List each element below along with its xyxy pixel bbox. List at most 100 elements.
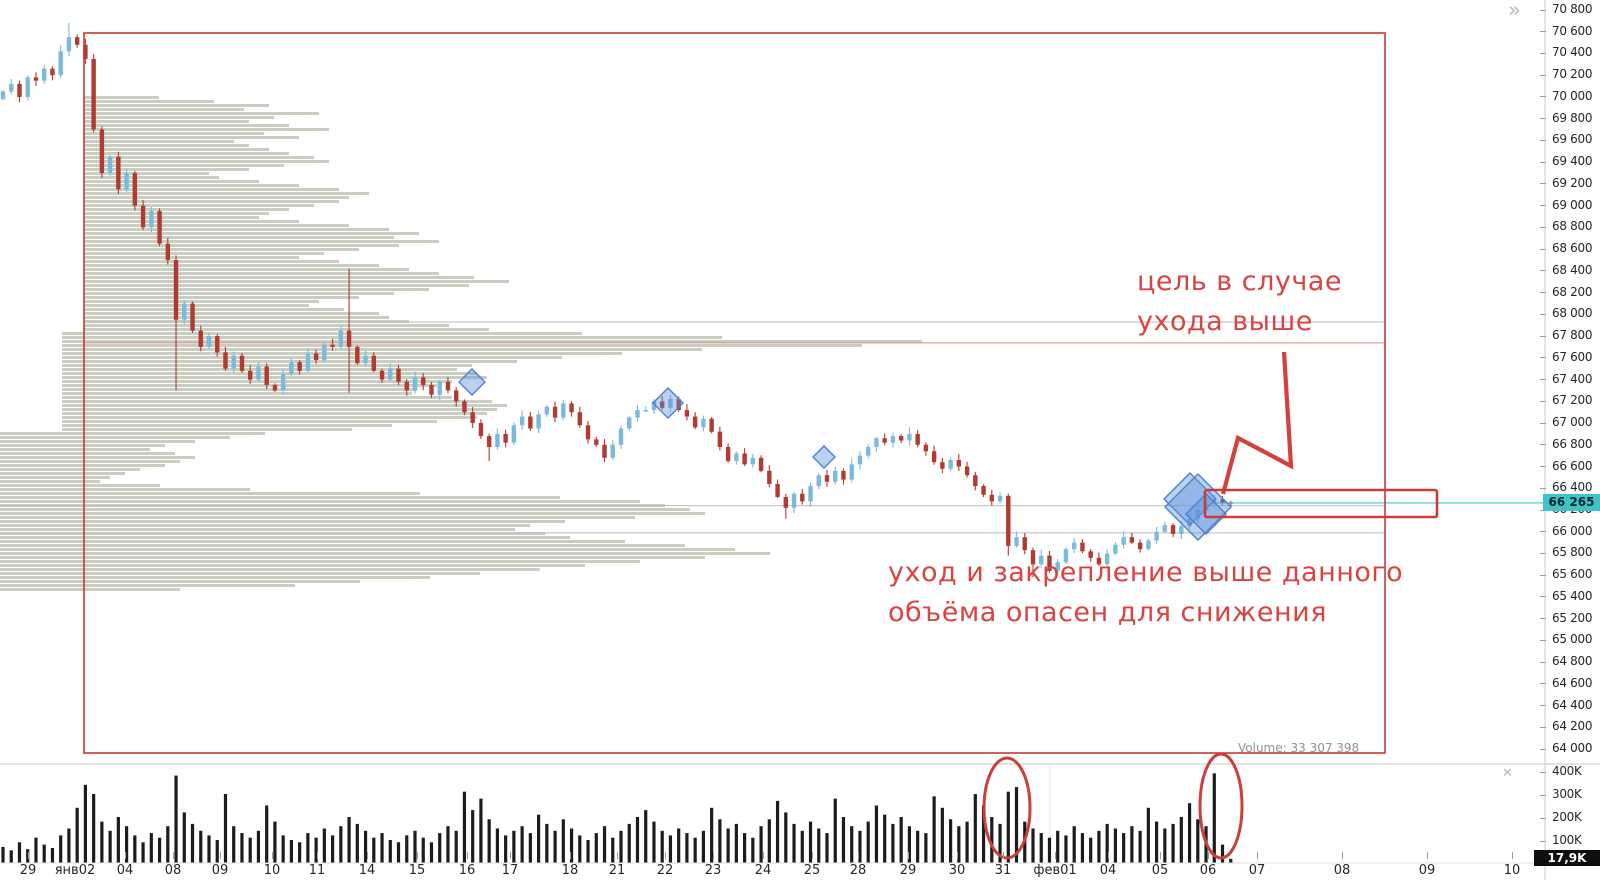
volume-bar[interactable]	[17, 842, 22, 863]
volume-bar[interactable]	[347, 817, 351, 863]
candle[interactable]	[866, 444, 871, 459]
volume-bar[interactable]	[42, 844, 46, 863]
candle[interactable]	[239, 353, 245, 373]
candle[interactable]	[429, 382, 434, 398]
candle[interactable]	[701, 415, 706, 432]
volume-bar[interactable]	[1220, 844, 1225, 863]
volume-bar[interactable]	[100, 821, 104, 863]
volume-bar[interactable]	[957, 826, 961, 863]
candle[interactable]	[1162, 521, 1168, 534]
volume-bar[interactable]	[767, 819, 771, 863]
candle[interactable]	[1072, 537, 1077, 553]
volume-bar[interactable]	[743, 833, 747, 863]
candle[interactable]	[338, 326, 344, 349]
candle[interactable]	[1006, 493, 1011, 556]
candle[interactable]	[355, 345, 360, 365]
candle[interactable]	[898, 434, 904, 444]
diamond-marker[interactable]	[812, 445, 836, 469]
volume-bar[interactable]	[9, 850, 13, 863]
candle[interactable]	[668, 395, 673, 412]
target-box-drawing[interactable]	[1203, 488, 1439, 519]
candle[interactable]	[1137, 539, 1143, 553]
volume-bar[interactable]	[726, 828, 730, 864]
volume-bar[interactable]	[1179, 817, 1183, 863]
candle[interactable]	[1055, 559, 1060, 575]
candle[interactable]	[289, 358, 294, 376]
volume-bar[interactable]	[298, 842, 302, 863]
candle[interactable]	[602, 438, 607, 463]
volume-bar[interactable]	[660, 830, 664, 863]
candle[interactable]	[948, 457, 953, 472]
volume-bar[interactable]	[594, 833, 598, 863]
candle[interactable]	[857, 451, 863, 470]
candle[interactable]	[42, 64, 47, 84]
volume-bar[interactable]	[157, 837, 162, 863]
volume-bar[interactable]	[248, 837, 252, 863]
volume-bar[interactable]	[273, 821, 277, 863]
candle[interactable]	[849, 458, 854, 483]
volume-bar[interactable]	[1196, 819, 1200, 863]
volume-bar[interactable]	[784, 812, 788, 863]
candle[interactable]	[585, 421, 591, 444]
volume-bar[interactable]	[1146, 807, 1150, 863]
candle[interactable]	[83, 38, 88, 64]
volume-bar[interactable]	[1072, 826, 1076, 863]
candle[interactable]	[610, 440, 615, 460]
volume-bar[interactable]	[907, 826, 911, 863]
candle[interactable]	[552, 401, 558, 423]
candle[interactable]	[874, 436, 879, 452]
volume-bar[interactable]	[1130, 826, 1134, 863]
candle[interactable]	[1146, 538, 1151, 551]
volume-bar[interactable]	[924, 833, 928, 863]
volume-bar[interactable]	[866, 821, 870, 863]
candle[interactable]	[297, 360, 302, 375]
candle[interactable]	[1121, 531, 1126, 549]
candle[interactable]	[833, 467, 838, 485]
candle[interactable]	[215, 333, 220, 357]
red-frame-drawing[interactable]	[83, 32, 1386, 754]
candle[interactable]	[750, 453, 756, 468]
volume-bar[interactable]	[1080, 833, 1085, 863]
candle[interactable]	[1063, 547, 1069, 564]
volume-bar[interactable]	[232, 826, 236, 863]
volume-bar[interactable]	[586, 840, 590, 863]
volume-bar[interactable]	[388, 840, 392, 863]
volume-bar[interactable]	[372, 837, 376, 863]
volume-bar[interactable]	[141, 842, 145, 863]
volume-bar[interactable]	[1097, 830, 1101, 863]
candle[interactable]	[742, 448, 747, 466]
candle[interactable]	[627, 415, 632, 431]
volume-bar[interactable]	[314, 837, 318, 863]
candle[interactable]	[388, 363, 393, 381]
volume-bar[interactable]	[1187, 803, 1192, 863]
volume-bar[interactable]	[891, 823, 895, 863]
candle[interactable]	[841, 468, 846, 485]
candle[interactable]	[248, 365, 253, 384]
candle[interactable]	[1195, 507, 1200, 524]
candle[interactable]	[462, 399, 467, 416]
volume-bar[interactable]	[644, 810, 648, 863]
candle[interactable]	[190, 301, 195, 333]
candle[interactable]	[99, 126, 105, 178]
candle[interactable]	[758, 455, 764, 473]
candle[interactable]	[956, 453, 962, 471]
candle[interactable]	[536, 411, 541, 434]
candle[interactable]	[519, 410, 525, 430]
volume-bar[interactable]	[454, 830, 458, 863]
volume-bar[interactable]	[528, 833, 532, 863]
volume-bar[interactable]	[380, 833, 384, 863]
volume-bar[interactable]	[215, 840, 219, 863]
volume-bar[interactable]	[775, 800, 780, 863]
candle[interactable]	[272, 383, 278, 393]
volume-bar[interactable]	[50, 848, 55, 863]
volume-circle-drawing[interactable]	[982, 756, 1032, 860]
volume-bar[interactable]	[1, 846, 5, 863]
candle[interactable]	[256, 362, 261, 382]
volume-bar[interactable]	[207, 835, 211, 863]
collapse-panel-icon[interactable]: »	[1508, 0, 1521, 22]
volume-bar[interactable]	[808, 821, 813, 863]
volume-bar[interactable]	[471, 810, 475, 863]
volume-bar[interactable]	[396, 842, 401, 863]
candle[interactable]	[511, 422, 517, 446]
